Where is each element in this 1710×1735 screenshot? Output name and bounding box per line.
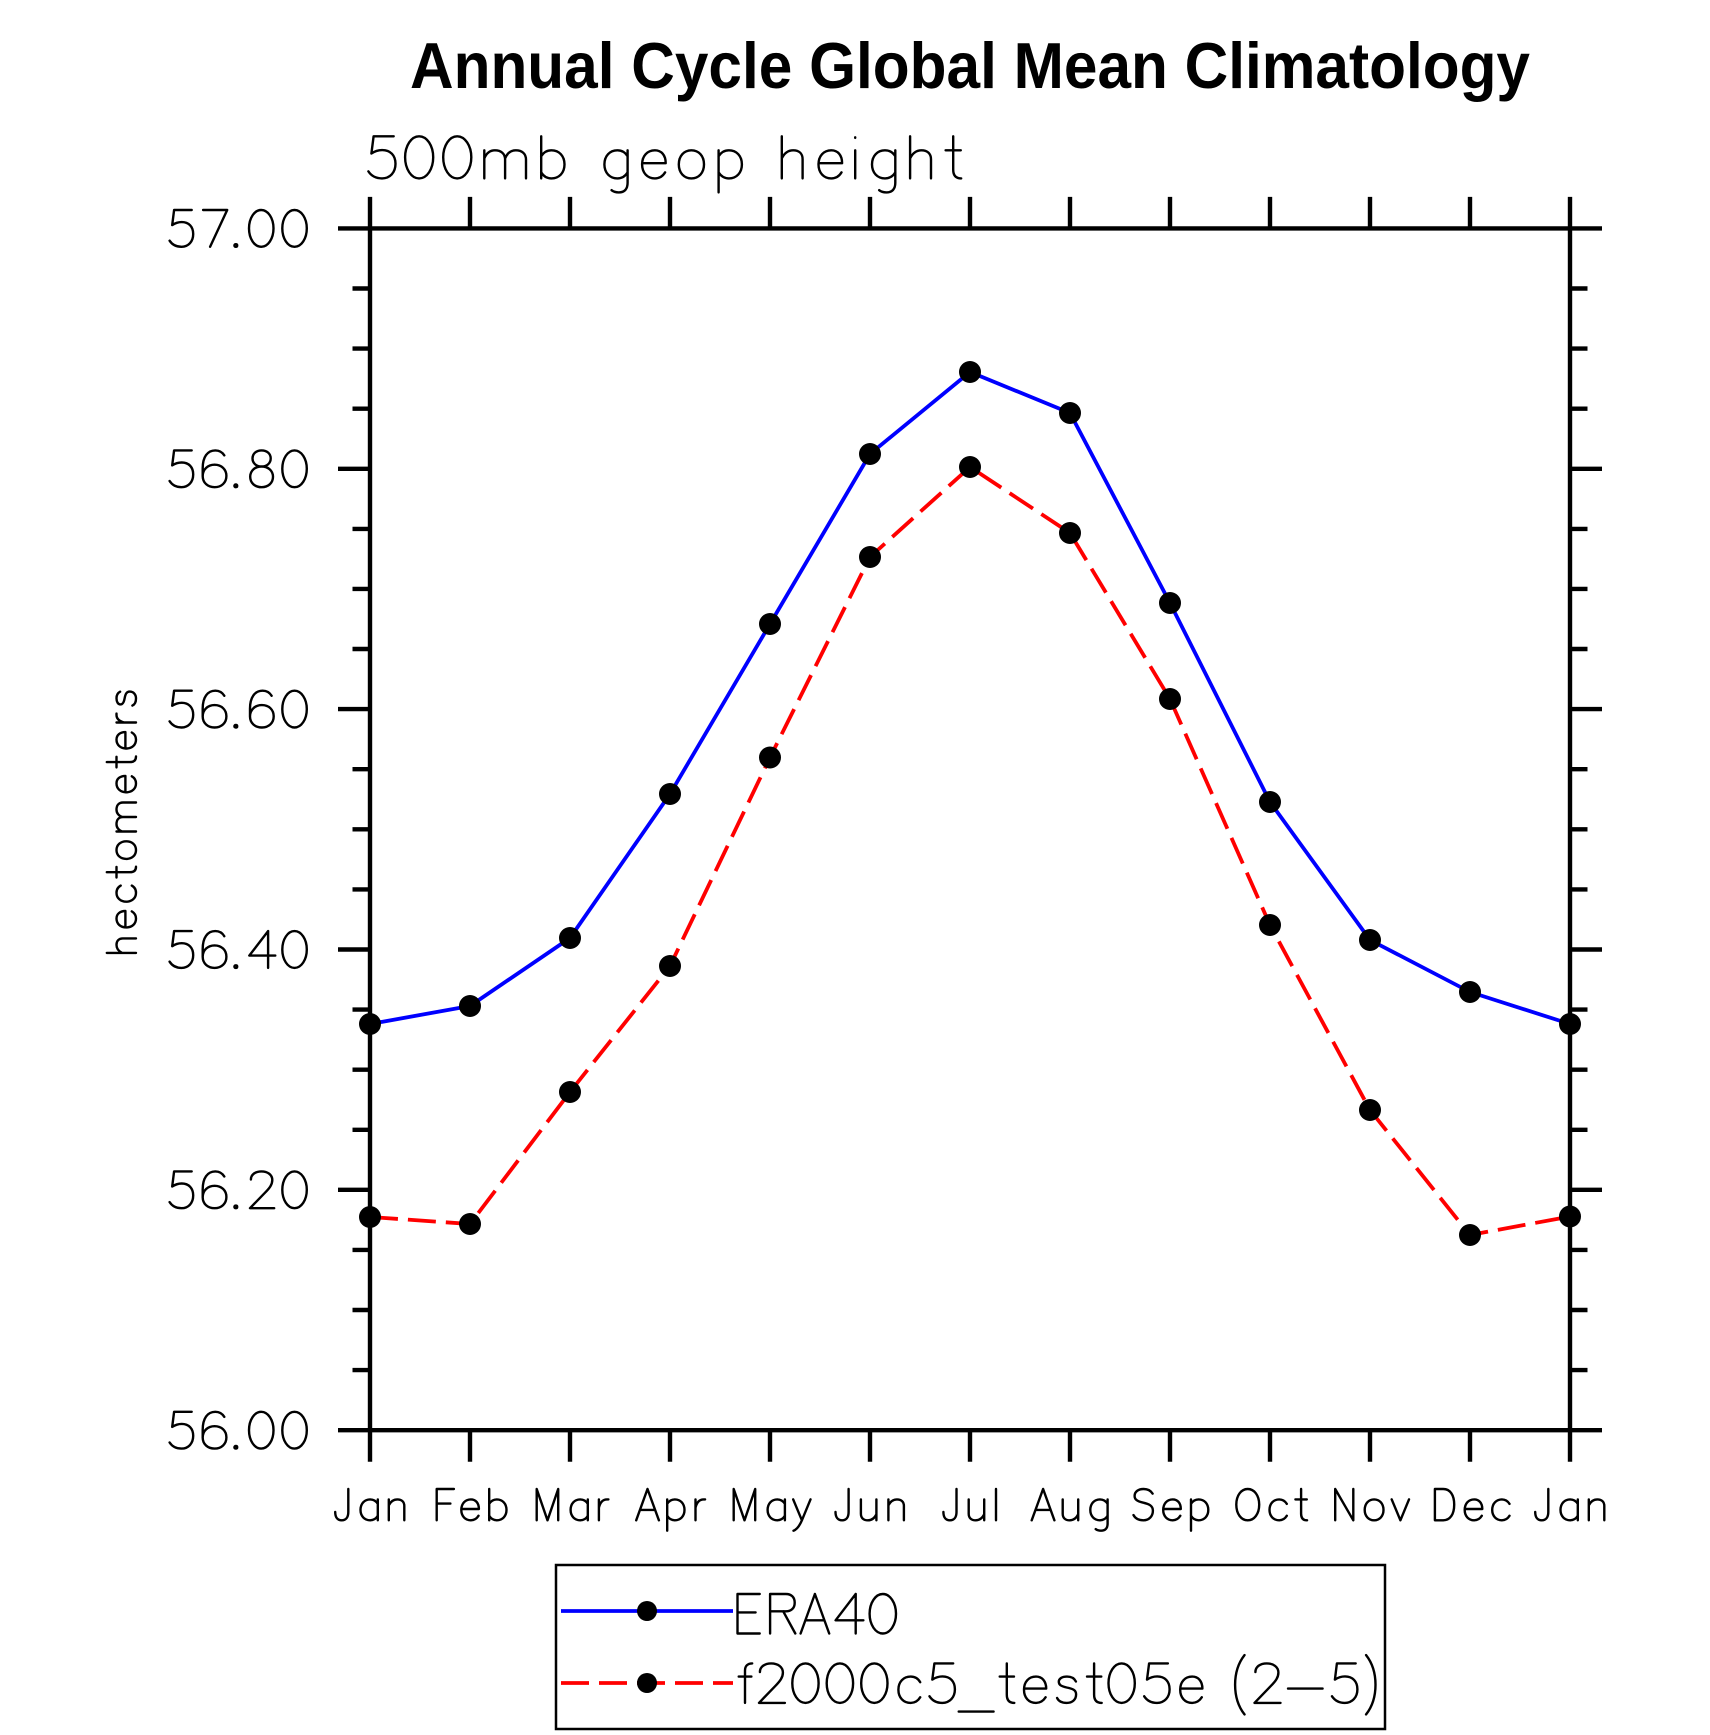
svg-text:Annual Cycle Global Mean Clima: Annual Cycle Global Mean Climatology bbox=[410, 30, 1530, 102]
